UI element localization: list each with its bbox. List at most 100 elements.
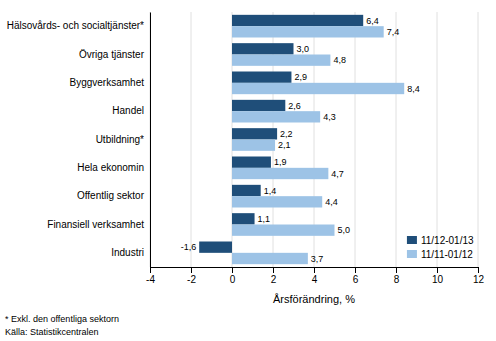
- data-label: 4,4: [325, 197, 338, 207]
- y-tick-label: Finansiell verksamhet: [47, 219, 144, 230]
- x-tick-label: 10: [432, 274, 444, 285]
- grid-line: [478, 12, 479, 267]
- bar: [232, 83, 404, 94]
- y-axis-line: [150, 13, 151, 268]
- x-tick: 8: [394, 267, 400, 285]
- plot-area: -4 -2 0 2 4 6 8 10 12 Industri Finansiell verksamh…: [7, 12, 485, 285]
- bar: [232, 185, 261, 196]
- bar: [232, 225, 335, 236]
- x-tick-mark: [314, 267, 315, 273]
- footnote: Källa: Statistikcentralen: [5, 327, 99, 337]
- bar: [199, 242, 232, 253]
- grid-line: [437, 12, 438, 267]
- y-tick: Hela ekonomin: [77, 162, 150, 173]
- x-tick-mark: [273, 267, 274, 273]
- y-tick-label: Utbildning*: [96, 134, 144, 145]
- x-tick-label: 8: [394, 274, 400, 285]
- bar-series: [199, 15, 363, 253]
- data-label: 2,2: [280, 129, 293, 139]
- x-tick: 6: [353, 267, 359, 285]
- x-tick: 2: [271, 267, 277, 285]
- bar: [232, 26, 384, 37]
- grid-line: [191, 12, 192, 267]
- bar: [232, 213, 255, 224]
- data-label: 5,0: [338, 225, 351, 235]
- bar: [232, 253, 308, 264]
- y-tick-label: Övriga tjänster: [79, 49, 145, 60]
- y-axis: Industri Finansiell verksamhet Offentlig s…: [7, 13, 151, 268]
- x-tick-mark: [437, 267, 438, 273]
- chart: -4 -2 0 2 4 6 8 10 12 Industri Finansiell verksamh…: [0, 0, 496, 341]
- x-tick-mark: [150, 267, 151, 273]
- bar: [232, 100, 285, 111]
- y-tick: Industri: [111, 247, 150, 258]
- y-tick: Utbildning*: [96, 134, 150, 145]
- x-tick-label: 0: [230, 274, 236, 285]
- grid-line: [396, 12, 397, 267]
- data-label: 4,7: [331, 169, 344, 179]
- x-tick: -2: [187, 267, 196, 285]
- bar: [232, 43, 294, 54]
- y-tick-label: Hela ekonomin: [77, 162, 144, 173]
- data-label: 3,0: [297, 44, 310, 54]
- x-tick-mark: [191, 267, 192, 273]
- data-label: 2,6: [288, 101, 301, 111]
- x-tick: 10: [432, 267, 444, 285]
- data-label: 1,4: [264, 186, 277, 196]
- x-tick-label: 2: [271, 274, 277, 285]
- y-tick-label: Hälsovårds- och socialtjänster*: [7, 20, 144, 31]
- data-labels: -1,61,11,41,92,22,62,93,06,43,75,04,44,7…: [181, 16, 420, 264]
- y-tick-label: Byggverksamhet: [70, 77, 145, 88]
- y-tick: Finansiell verksamhet: [47, 219, 150, 230]
- x-tick-mark: [396, 267, 397, 273]
- x-tick-mark: [232, 267, 233, 273]
- x-axis-line: [151, 268, 479, 274]
- legend-swatch: [407, 250, 417, 258]
- x-tick-label: -2: [187, 274, 196, 285]
- x-axis-title: Årsförändring, %: [273, 293, 355, 305]
- grid-line: [355, 12, 356, 267]
- bar: [232, 168, 328, 179]
- y-tick-label: Offentlig sektor: [77, 190, 145, 201]
- y-tick: Övriga tjänster: [79, 49, 150, 60]
- data-label: 1,1: [258, 214, 271, 224]
- bars: [199, 15, 404, 264]
- x-tick-mark: [478, 267, 479, 273]
- legend-swatch: [407, 236, 417, 244]
- x-tick-label: 12: [473, 274, 485, 285]
- y-tick: Offentlig sektor: [77, 190, 150, 201]
- data-label: 3,7: [311, 254, 324, 264]
- x-axis: -4 -2 0 2 4 6 8 10 12: [146, 267, 484, 285]
- data-label: 1,9: [274, 157, 287, 167]
- data-label: 2,1: [278, 140, 291, 150]
- x-tick: -4: [146, 267, 155, 285]
- legend-label: 11/11-01/12: [421, 249, 473, 260]
- legend-item: 11/12-01/13: [407, 235, 474, 246]
- data-label: 7,4: [387, 27, 400, 37]
- x-tick-label: -4: [146, 274, 155, 285]
- data-label: 8,4: [407, 84, 420, 94]
- data-label: -1,6: [181, 242, 197, 252]
- x-tick-label: 6: [353, 274, 359, 285]
- y-tick-label: Handel: [112, 105, 144, 116]
- bar: [232, 196, 322, 207]
- data-label: 4,3: [323, 112, 336, 122]
- x-tick-label: 4: [312, 274, 318, 285]
- footnote: * Exkl. den offentliga sektorn: [5, 314, 119, 324]
- bar: [232, 157, 271, 168]
- legend: 11/12-01/13 11/11-01/12: [407, 235, 474, 260]
- x-tick: 12: [473, 267, 485, 285]
- data-label: 4,8: [333, 55, 346, 65]
- x-tick: 4: [312, 267, 318, 285]
- bar: [232, 55, 330, 66]
- bar: [232, 15, 363, 26]
- bar: [232, 140, 275, 151]
- x-tick-mark: [355, 267, 356, 273]
- y-tick-label: Industri: [111, 247, 144, 258]
- bar-series: [232, 26, 404, 264]
- legend-item: 11/11-01/12: [407, 249, 473, 260]
- legend-label: 11/12-01/13: [421, 235, 474, 246]
- bar: [232, 128, 277, 139]
- y-tick: Hälsovårds- och socialtjänster*: [7, 20, 150, 31]
- bar: [232, 111, 320, 122]
